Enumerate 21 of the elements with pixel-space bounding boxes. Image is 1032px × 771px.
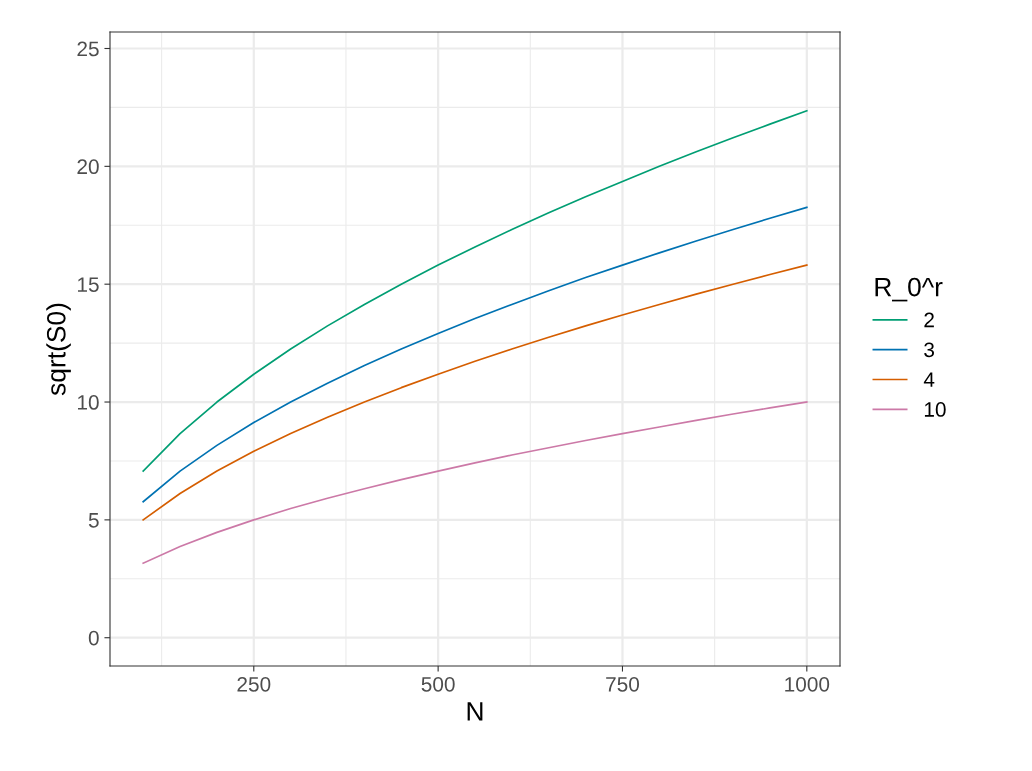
y-tick-label: 0 <box>88 630 99 646</box>
x-axis-title: N <box>467 702 483 721</box>
line-series <box>142 401 808 565</box>
legend-label: 3 <box>924 342 935 358</box>
y-tick-label: 20 <box>77 159 99 175</box>
line-series <box>142 206 808 503</box>
x-tick-label: 1000 <box>785 676 830 692</box>
y-tick-label: 25 <box>77 41 99 57</box>
y-tick-label: 5 <box>88 513 99 528</box>
legend-label: 2 <box>924 312 934 328</box>
legend-title: R_0^r <box>875 277 943 302</box>
x-tick-label: 750 <box>606 676 640 692</box>
line-series <box>142 264 808 521</box>
y-axis-title: sqrt(S0) <box>46 303 71 396</box>
y-tick-label: 10 <box>78 395 99 410</box>
y-tick-label: 15 <box>78 277 99 292</box>
line-series <box>142 109 808 472</box>
legend-label: 10 <box>924 402 946 417</box>
x-tick-label: 250 <box>237 676 271 692</box>
legend-label: 4 <box>923 372 935 387</box>
x-tick-label: 500 <box>421 676 455 692</box>
